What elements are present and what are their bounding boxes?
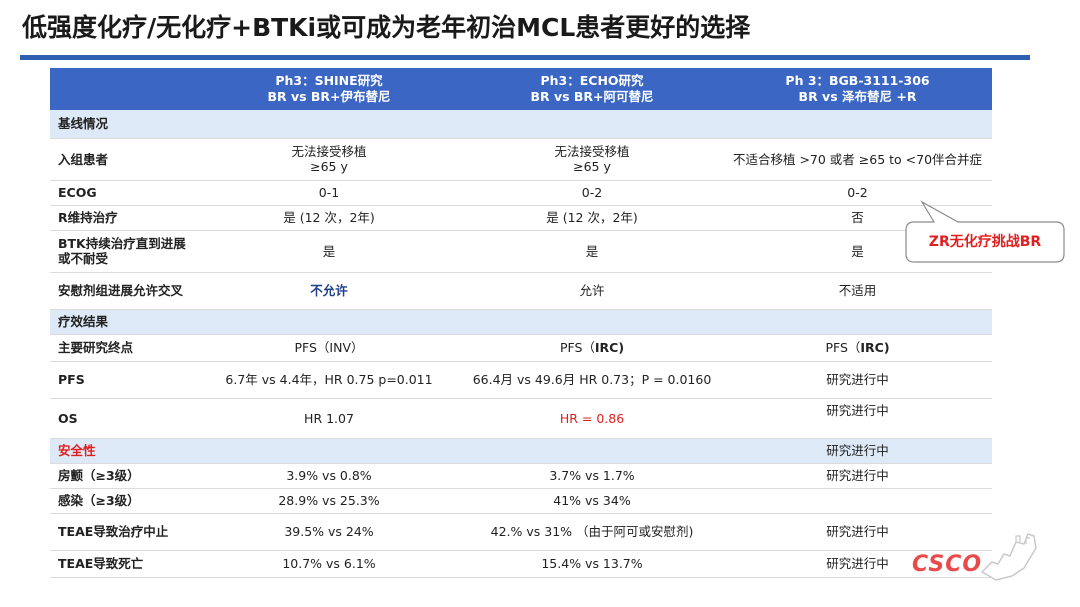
great-wall-icon [980, 533, 1037, 581]
callout-text: ZR无化疗挑战BR [928, 234, 1042, 250]
cell: 研究进行中 [723, 463, 992, 489]
row-label: 感染（≥3级） [50, 488, 197, 514]
cell: 是 (12 次，2年) [197, 205, 461, 231]
cell [723, 488, 992, 514]
cell: 研究进行中 [723, 398, 992, 439]
table-row: TEAE导致死亡 10.7% vs 6.1% 15.4% vs 13.7% 研究… [50, 550, 992, 578]
cell-line: ≥65 y [573, 159, 611, 174]
table-row: 主要研究终点 PFS（INV） PFS（IRC) PFS（IRC) [50, 334, 992, 362]
cell: 39.5% vs 24% [197, 513, 461, 551]
cell: 研究进行中 [723, 361, 992, 399]
csco-logo: CSCO [912, 528, 1042, 588]
cell: 42.% vs 31% （由于阿可或安慰剂) [461, 513, 723, 551]
header-empty [50, 68, 197, 110]
cell: 6.7年 vs 4.4年，HR 0.75 p=0.011 [197, 361, 461, 399]
cell: 不适合移植 >70 或者 ≥65 to <70伴合并症 [723, 138, 992, 181]
callout-box: ZR无化疗挑战BR [905, 200, 1065, 263]
cell: PFS（IRC) [723, 334, 992, 362]
row-label: 入组患者 [50, 138, 197, 181]
page-title: 低强度化疗/无化疗+BTKi或可成为老年初治MCL患者更好的选择 [22, 13, 751, 42]
header-shine-line2: BR vs BR+伊布替尼 [267, 89, 391, 104]
cell: PFS（INV） [197, 334, 461, 362]
cell: 41% vs 34% [461, 488, 723, 514]
cell: 0-1 [197, 180, 461, 206]
cell [197, 438, 461, 464]
cell: 不适用 [723, 272, 992, 310]
cell-line: 无法接受移植 [554, 144, 630, 159]
section-label: 安全性 [50, 438, 197, 464]
row-label: ECOG [50, 180, 197, 206]
comparison-table: Ph3：SHINE研究 BR vs BR+伊布替尼 Ph3：ECHO研究 BR vs… [50, 68, 992, 578]
title-divider [20, 55, 1030, 60]
cell: 允许 [461, 272, 723, 310]
section-label: 疗效结果 [50, 309, 992, 335]
row-label: 房颤（≥3级） [50, 463, 197, 489]
cell: 研究进行中 [723, 513, 992, 551]
cell: 15.4% vs 13.7% [461, 550, 723, 578]
cell-part: PFS（ [825, 340, 861, 355]
row-label: OS [50, 398, 197, 439]
cell: 无法接受移植 ≥65 y [461, 138, 723, 181]
row-label: 主要研究终点 [50, 334, 197, 362]
table-row: OS HR 1.07 HR = 0.86 研究进行中 [50, 398, 992, 439]
table-row: TEAE导致治疗中止 39.5% vs 24% 42.% vs 31% （由于阿… [50, 513, 992, 551]
section-efficacy: 疗效结果 [50, 309, 992, 335]
cell: 3.7% vs 1.7% [461, 463, 723, 489]
cell-line: ≥65 y [310, 159, 348, 174]
header-bgb-line2: BR vs 泽布替尼 +R [798, 89, 917, 104]
cell-part: PFS（ [559, 340, 595, 355]
table-row: 房颤（≥3级） 3.9% vs 0.8% 3.7% vs 1.7% 研究进行中 [50, 463, 992, 489]
header-echo-line2: BR vs BR+阿可替尼 [530, 89, 654, 104]
cell: HR = 0.86 [461, 398, 723, 439]
row-label: 安慰剂组进展允许交叉 [50, 272, 197, 310]
cell: 研究进行中 [723, 550, 992, 578]
cell: 0-2 [723, 180, 992, 206]
section-safety: 安全性 研究进行中 [50, 438, 992, 464]
header-echo: Ph3：ECHO研究 BR vs BR+阿可替尼 [461, 68, 723, 110]
cell: 28.9% vs 25.3% [197, 488, 461, 514]
csco-logo-text: CSCO [912, 552, 983, 577]
cell: 是 [197, 230, 461, 273]
row-label: BTK持续治疗直到进展或不耐受 [50, 230, 197, 273]
cell: 66.4月 vs 49.6月 HR 0.73；P = 0.0160 [461, 361, 723, 399]
row-label: TEAE导致治疗中止 [50, 513, 197, 551]
cell: 是 (12 次，2年) [461, 205, 723, 231]
table-row: R维持治疗 是 (12 次，2年) 是 (12 次，2年) 否 [50, 205, 992, 231]
header-bgb: Ph 3：BGB-3111-306 BR vs 泽布替尼 +R [723, 68, 992, 110]
cell: 10.7% vs 6.1% [197, 550, 461, 578]
callout-shape [905, 200, 1065, 263]
row-label: PFS [50, 361, 197, 399]
row-label: TEAE导致死亡 [50, 550, 197, 578]
row-label: R维持治疗 [50, 205, 197, 231]
cell: 0-2 [461, 180, 723, 206]
cell-part-bold: IRC [860, 340, 884, 355]
cell: 3.9% vs 0.8% [197, 463, 461, 489]
cell: 不允许 [197, 272, 461, 310]
cell: HR 1.07 [197, 398, 461, 439]
table-row: 入组患者 无法接受移植 ≥65 y 无法接受移植 ≥65 y 不适合移植 >70 或… [50, 138, 992, 181]
header-shine-line1: Ph3：SHINE研究 [275, 73, 383, 88]
section-baseline: 基线情况 [50, 110, 992, 139]
cell: 无法接受移植 ≥65 y [197, 138, 461, 181]
cell-line: 无法接受移植 [291, 144, 367, 159]
cell: 研究进行中 [723, 438, 992, 464]
table-row: 感染（≥3级） 28.9% vs 25.3% 41% vs 34% [50, 488, 992, 514]
table-row: 安慰剂组进展允许交叉 不允许 允许 不适用 [50, 272, 992, 310]
header-row: Ph3：SHINE研究 BR vs BR+伊布替尼 Ph3：ECHO研究 BR vs… [50, 68, 992, 110]
cell: PFS（IRC) [461, 334, 723, 362]
cell-part-bold: IRC [594, 340, 619, 355]
section-label: 基线情况 [50, 110, 992, 139]
cell-part-bold: ) [618, 340, 625, 355]
header-shine: Ph3：SHINE研究 BR vs BR+伊布替尼 [197, 68, 461, 110]
table-row: PFS 6.7年 vs 4.4年，HR 0.75 p=0.011 66.4月 v… [50, 361, 992, 399]
cell [461, 438, 723, 464]
cell-part-bold: ) [883, 340, 890, 355]
cell: 是 [461, 230, 723, 273]
table-row: ECOG 0-1 0-2 0-2 [50, 180, 992, 206]
header-bgb-line1: Ph 3：BGB-3111-306 [785, 73, 930, 88]
header-echo-line1: Ph3：ECHO研究 [540, 73, 644, 88]
table-row: BTK持续治疗直到进展或不耐受 是 是 是 [50, 230, 992, 273]
